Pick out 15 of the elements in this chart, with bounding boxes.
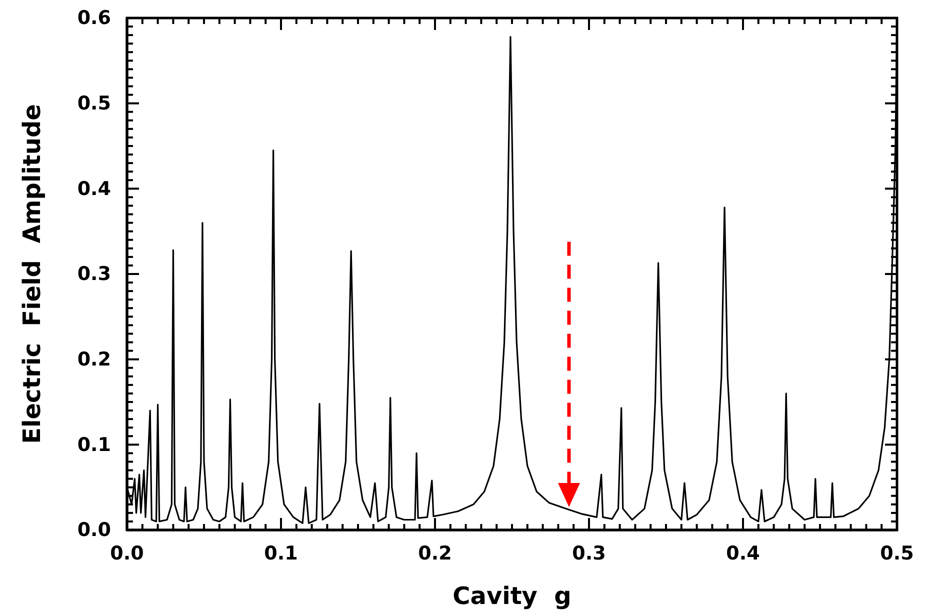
y-tick-label: 0.6 — [77, 7, 111, 30]
y-tick-label: 0.1 — [77, 434, 111, 456]
x-tick-label: 0.2 — [418, 542, 452, 564]
x-axis-title: Cavity g — [452, 582, 572, 610]
x-tick-label: 0.4 — [726, 542, 760, 564]
y-tick-label: 0.4 — [77, 178, 111, 200]
y-tick-label: 0.0 — [77, 519, 111, 542]
x-tick-label: 0.1 — [264, 542, 298, 564]
y-tick-label: 0.2 — [77, 348, 111, 370]
x-tick-label: 0.3 — [572, 542, 606, 564]
y-axis-title: Electric Field Amplitude — [18, 104, 46, 444]
y-tick-label: 0.5 — [77, 92, 111, 114]
y-tick-label: 0.3 — [77, 263, 111, 286]
x-tick-label: 0.0 — [110, 542, 144, 564]
x-tick-label: 0.5 — [880, 542, 914, 564]
